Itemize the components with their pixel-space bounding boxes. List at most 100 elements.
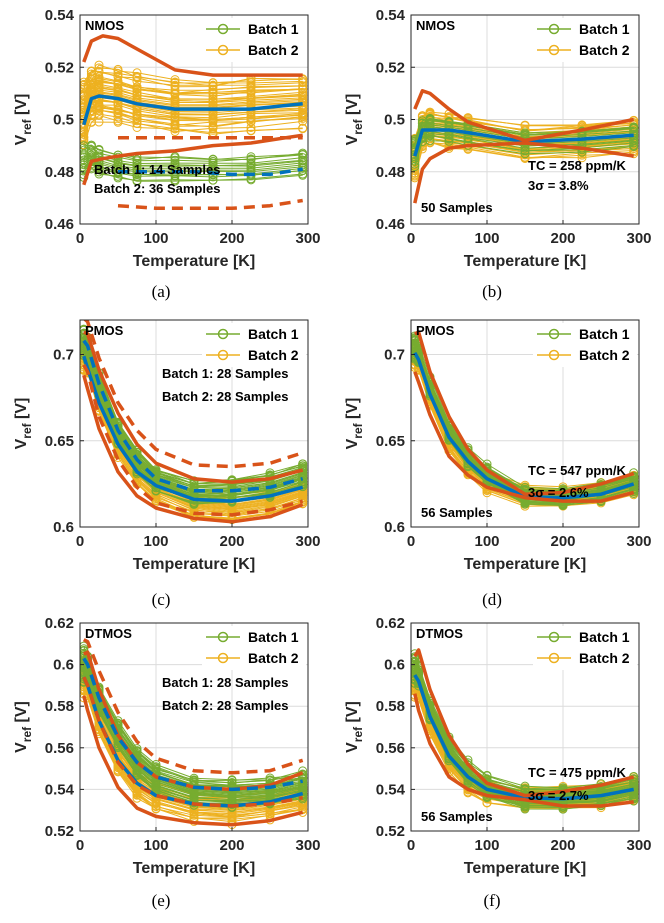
legend-entry: Batch 2 <box>248 650 299 666</box>
batch2-sample-marker <box>80 77 89 87</box>
series-upper-dashed <box>82 638 304 775</box>
subplot-caption: (c) <box>152 590 171 609</box>
annotation: 3σ = 2.6% <box>528 485 589 500</box>
batch1-sample-marker <box>444 117 454 127</box>
x-axis-label: Temperature [K] <box>133 253 255 270</box>
batch2-sample-marker <box>298 84 308 94</box>
x-tick-label: 100 <box>474 837 499 854</box>
series-upper-solid <box>414 330 635 496</box>
device-label: PMOS <box>85 323 124 338</box>
y-tick-label: 0.5 <box>53 112 74 129</box>
y-tick-label: 0.62 <box>376 615 405 632</box>
device-label: DTMOS <box>416 626 463 641</box>
axes-box <box>410 319 640 528</box>
y-axis-label-main: V <box>344 134 361 145</box>
x-tick-label: 100 <box>474 230 499 247</box>
data-layer <box>411 330 639 511</box>
batch1-sample-marker <box>246 152 256 162</box>
x-tick-label: 200 <box>219 837 244 854</box>
batch1-sample-marker <box>520 128 530 138</box>
y-tick-label: 0.7 <box>53 347 74 364</box>
y-tick-label: 0.6 <box>53 519 74 536</box>
batch1-sample-marker <box>80 158 89 168</box>
batch1-sample-marker <box>629 468 639 478</box>
y-tick-label: 0.56 <box>45 740 74 757</box>
batch1-sample-marker <box>151 763 161 773</box>
x-tick-label: 300 <box>295 837 320 854</box>
x-tick-label: 300 <box>626 837 651 854</box>
series-lower-solid <box>413 371 635 503</box>
y-tick-label: 0.46 <box>376 216 405 233</box>
batch1-sample-marker <box>94 145 104 155</box>
legend-entry: Batch 2 <box>579 347 630 363</box>
batch1-sample-marker <box>86 140 96 150</box>
y-tick-label: 0.54 <box>376 781 406 798</box>
data-layer <box>411 89 639 204</box>
x-tick-label: 100 <box>143 533 168 550</box>
x-tick-label: 300 <box>295 533 320 550</box>
legend-swatch-marker <box>217 631 229 643</box>
batch2-sample-marker <box>425 108 435 118</box>
batch1-sample-marker <box>170 158 180 168</box>
y-tick-label: 0.65 <box>45 433 74 450</box>
y-axis-label-main: V <box>13 438 30 449</box>
annotation: Batch 1: 14 Samples <box>94 162 220 177</box>
axes-box <box>410 622 640 832</box>
batch2-sample-marker <box>170 75 180 85</box>
series-upper-solid <box>83 330 304 484</box>
device-label: DTMOS <box>85 626 132 641</box>
series-lower-dashed <box>117 198 303 211</box>
y-axis-label-unit: [V] <box>13 398 30 424</box>
y-axis-label-main: V <box>344 438 361 449</box>
subplot-c: 0 100 200 300 0.6 0.65 0.7 Temperature [K] Vref … <box>13 319 321 609</box>
series-lower-dashed <box>82 676 304 808</box>
annotation: TC = 475 ppm/K <box>528 765 626 780</box>
batch2-sample-marker <box>208 94 218 104</box>
batch1-sample-marker <box>520 781 530 791</box>
batch2-sample-marker <box>170 88 180 98</box>
batch2-sample-marker <box>298 81 308 91</box>
y-tick-label: 0.58 <box>45 698 74 715</box>
batch1-sample-curve <box>83 674 303 802</box>
batch2-sample-curve <box>83 688 303 818</box>
legend-entry: Batch 2 <box>579 42 630 58</box>
series-mean-dashed <box>82 339 304 493</box>
batch1-sample-curve <box>414 335 634 490</box>
y-tick-label: 0.5 <box>384 112 405 129</box>
legend-entry: Batch 1 <box>579 326 630 342</box>
batch2-sample-marker <box>132 118 142 128</box>
y-axis-label: Vref [V] <box>13 701 34 753</box>
batch1-sample-marker <box>417 118 427 128</box>
y-tick-label: 0.6 <box>384 657 405 674</box>
annotation: 50 Samples <box>421 200 493 215</box>
y-tick-label: 0.7 <box>384 347 405 364</box>
batch2-sample-marker <box>132 68 142 78</box>
batch2-sample-marker <box>132 84 142 94</box>
subplot-b: 0 100 200 300 0.46 0.48 0.5 0.52 0.54 Temperature… <box>344 7 652 301</box>
y-axis-label: Vref [V] <box>344 701 365 753</box>
x-tick-label: 300 <box>626 230 651 247</box>
batch2-sample-marker <box>113 68 123 78</box>
legend-swatch-marker <box>217 652 229 664</box>
x-axis-label: Temperature [K] <box>133 556 255 573</box>
x-tick-label: 100 <box>143 230 168 247</box>
batch1-sample-curve <box>414 653 634 789</box>
batch1-sample-curve <box>83 166 303 182</box>
batch2-sample-curve <box>414 141 634 178</box>
legend-entry: Batch 1 <box>248 629 299 645</box>
y-axis-label-unit: [V] <box>13 701 30 727</box>
series-mean-solid <box>413 674 635 801</box>
y-tick-label: 0.54 <box>45 781 75 798</box>
batch1-sample-marker <box>132 155 142 165</box>
batch1-sample-curve <box>83 154 303 169</box>
y-axis-label-unit: [V] <box>344 398 361 424</box>
y-axis-label: Vref [V] <box>13 94 34 146</box>
series-lower-solid <box>82 133 303 186</box>
legend-entry: Batch 2 <box>248 347 299 363</box>
y-tick-label: 0.52 <box>45 823 74 840</box>
subplot-e: 0 100 200 300 0.52 0.54 0.56 0.58 0.6 0.62 Tempera… <box>13 615 321 910</box>
batch1-sample-marker <box>444 136 454 146</box>
series-lower-solid <box>413 141 634 204</box>
batch1-sample-marker <box>463 760 473 770</box>
batch1-sample-marker <box>425 113 435 123</box>
